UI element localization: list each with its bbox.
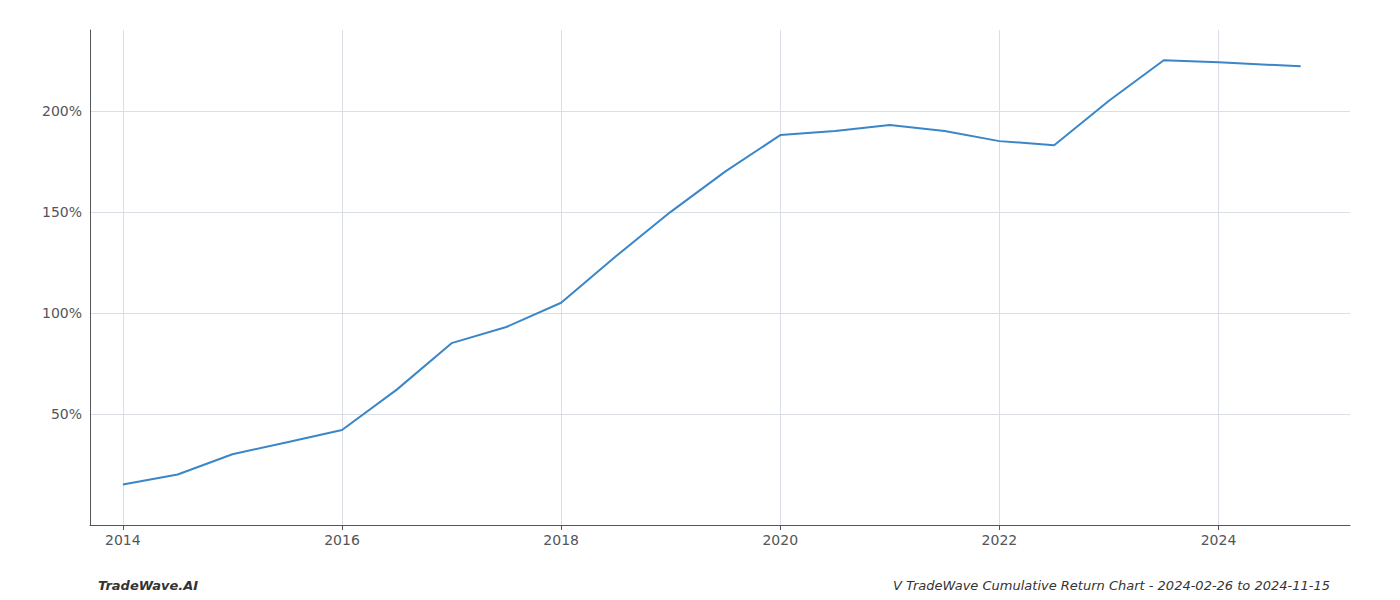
svg-text:150%: 150% — [42, 204, 82, 220]
svg-text:50%: 50% — [51, 406, 82, 422]
svg-text:100%: 100% — [42, 305, 82, 321]
svg-text:2022: 2022 — [982, 532, 1018, 548]
svg-text:2024: 2024 — [1201, 532, 1237, 548]
svg-text:2020: 2020 — [762, 532, 798, 548]
svg-text:TradeWave.AI: TradeWave.AI — [98, 578, 198, 593]
svg-text:2018: 2018 — [543, 532, 579, 548]
svg-text:V TradeWave Cumulative Return: V TradeWave Cumulative Return Chart - 20… — [893, 578, 1330, 593]
svg-text:2016: 2016 — [324, 532, 360, 548]
svg-text:2014: 2014 — [105, 532, 141, 548]
svg-text:200%: 200% — [42, 103, 82, 119]
